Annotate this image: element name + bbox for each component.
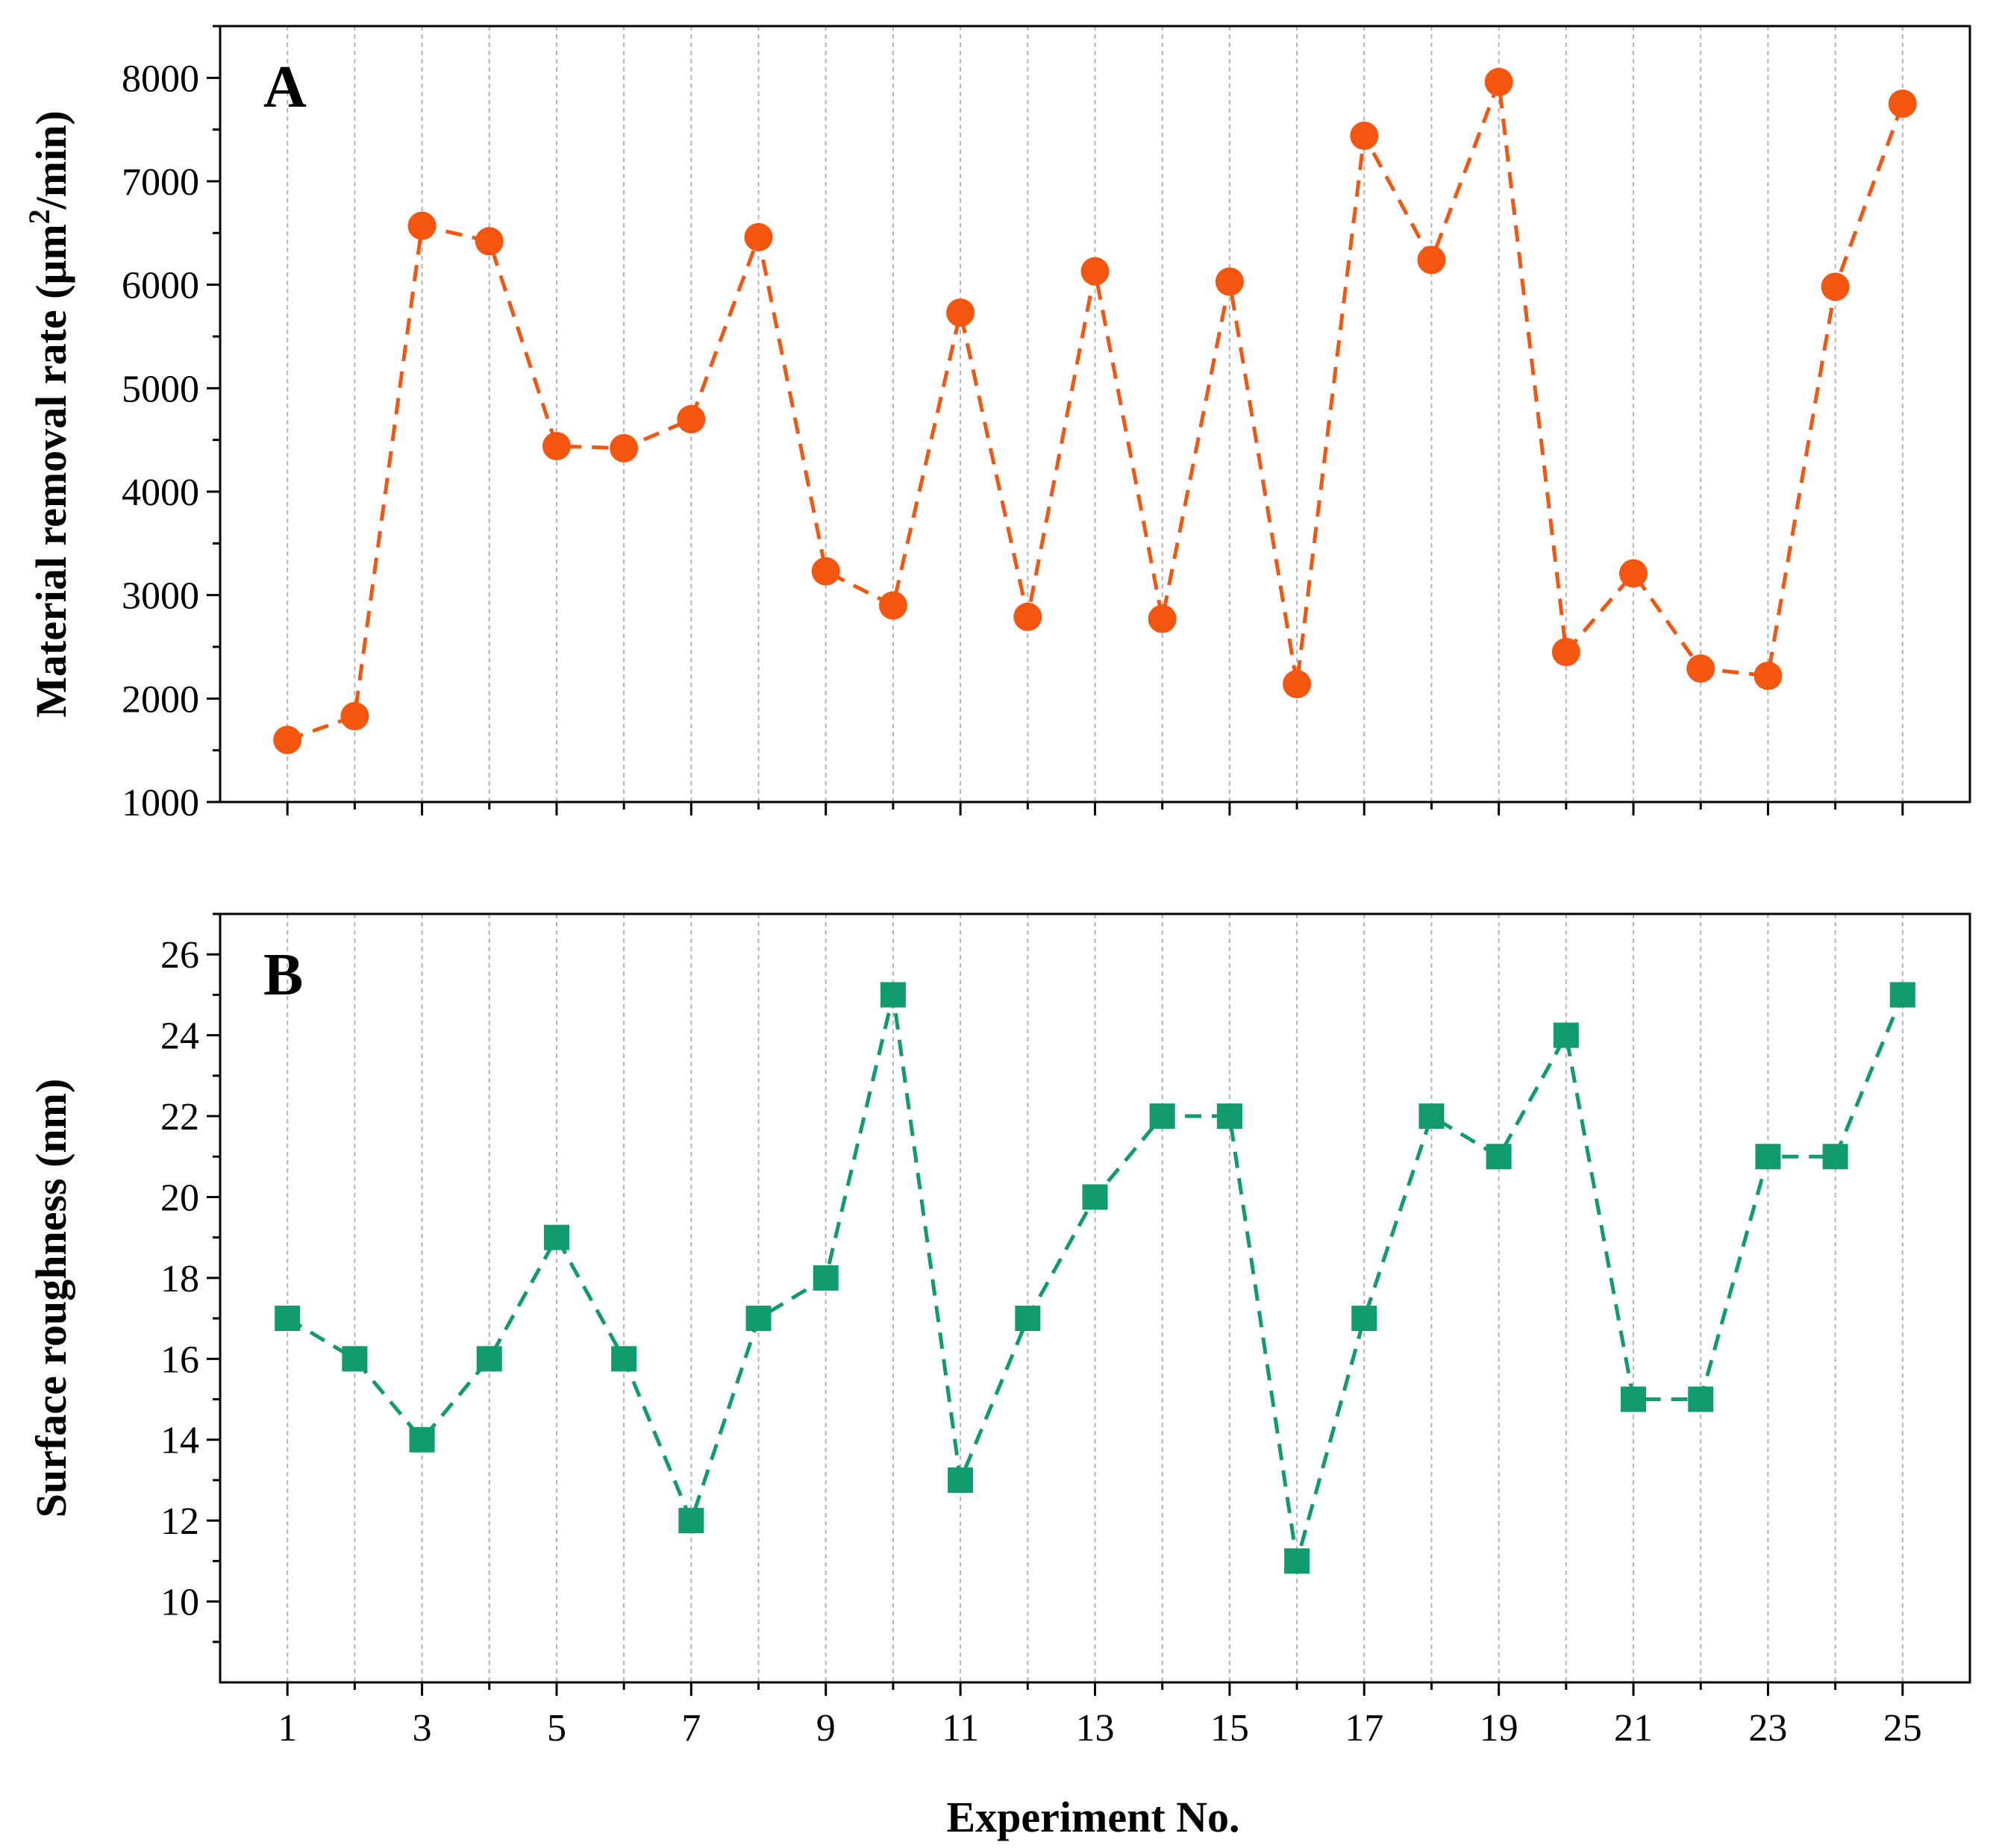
panel-b-data-point xyxy=(543,1224,569,1250)
panel-a-data-point xyxy=(273,725,302,754)
panel-b-data-point xyxy=(1149,1103,1175,1130)
panel-b-y-tick-label: 14 xyxy=(160,1420,199,1462)
panel-b-y-tick-label: 18 xyxy=(160,1258,199,1300)
panel-a-y-tick-label: 6000 xyxy=(122,265,199,307)
panel-b-data-point xyxy=(476,1346,502,1372)
panel-b-data-point xyxy=(1553,1022,1579,1048)
panel-b-x-tick-label: 13 xyxy=(1076,1707,1115,1750)
panel-b-data-point xyxy=(880,982,906,1008)
panel-b-data-point xyxy=(745,1306,772,1332)
panel-b-data-point xyxy=(948,1467,974,1493)
panel-b-x-tick-label: 9 xyxy=(816,1707,836,1750)
panel-b-data-point xyxy=(275,1306,301,1332)
panel-b-x-tick-label: 15 xyxy=(1210,1707,1249,1750)
panel-b-data-point xyxy=(1351,1306,1377,1332)
panel-a-data-point xyxy=(340,701,369,730)
panel-b-data-point xyxy=(409,1426,435,1453)
panel-b-y-tick-label: 24 xyxy=(160,1015,199,1058)
panel-b-data-point xyxy=(1822,1144,1848,1170)
panel-a-data-point xyxy=(811,557,840,586)
panel-a-y-tick-label: 8000 xyxy=(122,57,199,100)
panel-a-y-tick-label: 4000 xyxy=(122,472,199,514)
panel-b-data-point xyxy=(342,1346,368,1372)
panel-b-y-tick-label: 22 xyxy=(160,1096,199,1138)
panel-a-data-point xyxy=(1888,90,1917,118)
panel-b-data-point xyxy=(611,1346,637,1372)
panel-a-data-point xyxy=(1013,602,1042,631)
panel-b-y-tick-label: 10 xyxy=(160,1582,199,1624)
panel-a-y-tick-label: 1000 xyxy=(122,782,199,824)
panel-b-data-point xyxy=(1486,1144,1512,1170)
panel-a-data-point xyxy=(1283,669,1312,698)
panel-a-y-tick-label: 2000 xyxy=(122,678,199,721)
x-axis-title: Experiment No. xyxy=(946,1793,1239,1841)
panel-a-series-line xyxy=(287,81,1905,742)
panel-b-data-point xyxy=(1688,1386,1714,1412)
panel-a-data-point xyxy=(1148,604,1177,633)
panel-a-y-tick-label: 3000 xyxy=(122,575,199,618)
panel-b-y-tick-label: 20 xyxy=(160,1177,199,1219)
panel-a-data-point xyxy=(1484,67,1513,96)
panel-b-data-point xyxy=(813,1265,839,1291)
panel-a-letter: A xyxy=(263,54,307,120)
panel-b-data-point xyxy=(1284,1548,1310,1574)
panel-b-letter: B xyxy=(263,942,303,1008)
panel-b-data-point xyxy=(1015,1306,1041,1332)
panel-a-data-point xyxy=(744,222,773,251)
panel-b-data-point xyxy=(1082,1184,1108,1210)
panel-b-x-tick-label: 3 xyxy=(413,1707,432,1750)
panel-b-data-point xyxy=(1216,1103,1242,1130)
panel-a-data-point xyxy=(1551,637,1580,666)
panel-b-x-tick-label: 23 xyxy=(1748,1707,1787,1750)
panel-b-y-tick-label: 26 xyxy=(160,934,199,977)
panel-a-data-point xyxy=(1417,245,1446,275)
panel-b-y-axis-title: Surface roughness (nm) xyxy=(27,1079,75,1518)
panel-a-data-point xyxy=(677,404,706,433)
panel-a-data-point xyxy=(1350,121,1379,150)
panel-b-x-tick-label: 19 xyxy=(1480,1707,1518,1750)
panel-a-material-removal-rate: 1000 2000 3000 4000 5000 6000 7000 8000 Material… xyxy=(22,25,1971,824)
panel-b-data-point xyxy=(678,1508,704,1534)
panel-a-y-tick-label: 5000 xyxy=(122,368,199,410)
panel-a-data-point xyxy=(475,227,504,256)
panel-b-x-tick-label: 7 xyxy=(681,1707,701,1750)
panel-a-data-point xyxy=(1619,559,1648,588)
panel-a-data-point xyxy=(1821,272,1850,301)
panel-b-x-tick-label: 1 xyxy=(278,1707,297,1750)
panel-a-data-point xyxy=(407,211,437,240)
panel-a-y-axis-title-part: /min) xyxy=(27,110,75,210)
panel-a-data-point xyxy=(542,431,571,460)
panel-b-x-tick-label: 11 xyxy=(942,1707,979,1750)
panel-a-data-point xyxy=(610,433,639,463)
panel-b-x-tick-label: 5 xyxy=(547,1707,566,1750)
panel-b-data-point xyxy=(1621,1386,1647,1412)
panel-b-x-tick-label: 21 xyxy=(1614,1707,1653,1750)
panel-a-data-point xyxy=(946,298,975,328)
panel-b-y-tick-label: 16 xyxy=(160,1338,199,1381)
panel-b-data-point xyxy=(1889,982,1915,1008)
panel-a-data-point xyxy=(1215,267,1244,296)
panel-b-y-tick-label: 12 xyxy=(160,1500,199,1543)
panel-b-x-tick-label: 25 xyxy=(1883,1707,1922,1750)
panel-a-data-point xyxy=(1080,257,1110,286)
panel-a-y-tick-label: 7000 xyxy=(122,161,199,204)
panel-a-data-point xyxy=(878,591,907,620)
panel-a-y-axis-title-sup: 2 xyxy=(22,209,56,224)
panel-a-y-axis-title-part: Material removal rate (μm xyxy=(27,224,75,717)
panel-a-y-axis-title: Material removal rate (μm2/min) xyxy=(22,110,75,718)
panel-b-x-tick-label: 17 xyxy=(1345,1707,1383,1750)
panel-b-data-point xyxy=(1418,1103,1445,1130)
panel-a-data-point xyxy=(1754,661,1783,690)
panel-b-data-point xyxy=(1755,1144,1781,1170)
panel-a-data-point xyxy=(1686,654,1715,683)
